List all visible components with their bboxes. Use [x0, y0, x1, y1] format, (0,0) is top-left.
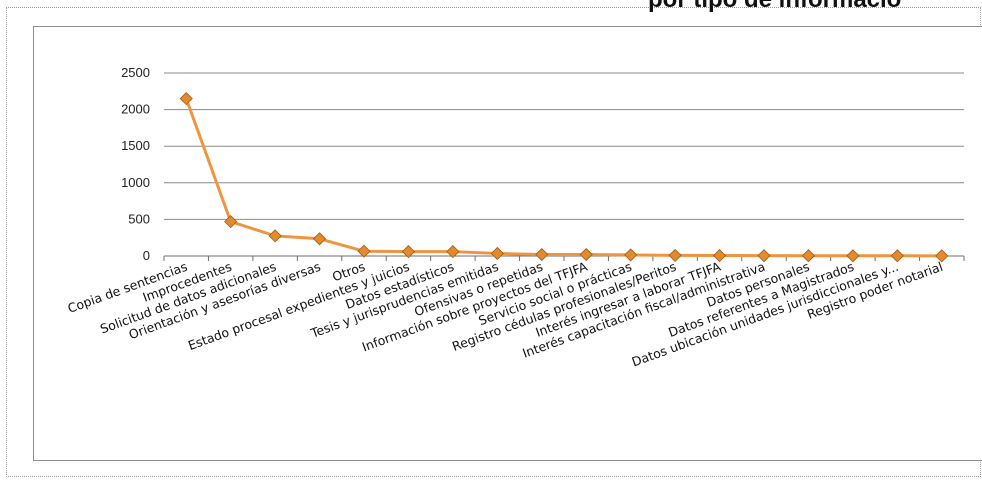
- y-tick-label: 2000: [121, 102, 150, 117]
- data-point-marker: [268, 229, 282, 243]
- line-chart: 0 500 1000 1500 2000 2500 Copia de sentencias…: [66, 65, 965, 370]
- series-line: [184, 98, 942, 258]
- data-point-marker: [668, 248, 682, 262]
- data-point-marker: [490, 246, 504, 261]
- data-point-marker: [846, 249, 860, 263]
- y-axis-ticks: 0 500 1000 1500 2000 2500: [121, 65, 150, 263]
- data-point-marker: [535, 247, 549, 262]
- chart-frame: 0 500 1000 1500 2000 2500 Copia de sentencias…: [33, 26, 982, 461]
- data-point-marker: [179, 92, 193, 106]
- y-tick-label: 500: [128, 211, 150, 226]
- series: [179, 92, 949, 263]
- y-tick-label: 1500: [121, 138, 150, 153]
- page-title-fragment: por tipo de informació: [648, 0, 901, 14]
- data-point-marker: [890, 249, 904, 263]
- data-point-marker: [801, 249, 816, 263]
- y-tick-label: 2500: [121, 65, 150, 80]
- gridlines: [164, 72, 964, 220]
- data-point-marker: [935, 249, 949, 263]
- data-point-marker: [579, 247, 593, 262]
- data-point-marker: [312, 232, 327, 246]
- data-point-marker: [624, 248, 638, 262]
- category-labels: Copia de sentenciasImprocedentesSolicitu…: [66, 259, 945, 370]
- data-point-marker: [712, 248, 727, 263]
- y-tick-label: 0: [143, 248, 150, 263]
- data-point-marker: [357, 244, 371, 258]
- data-point-marker: [401, 245, 416, 259]
- data-point-marker: [224, 215, 238, 229]
- data-point-marker: [446, 245, 460, 259]
- y-tick-label: 1000: [121, 175, 150, 190]
- data-point-marker: [757, 249, 771, 263]
